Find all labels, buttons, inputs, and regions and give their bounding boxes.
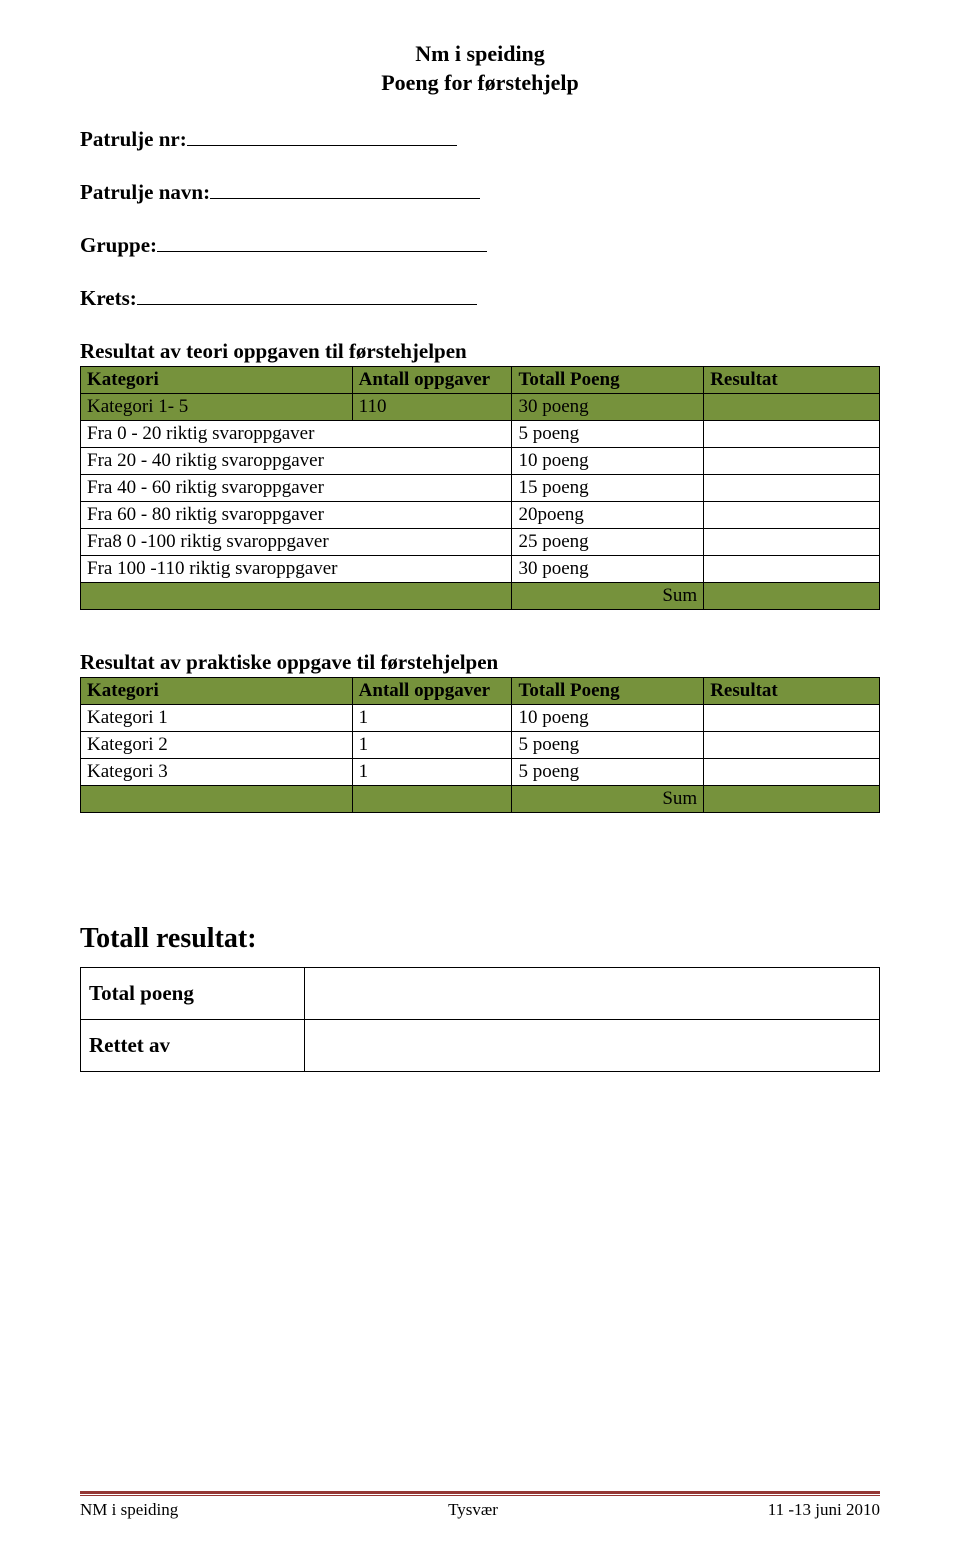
table2-header-row: Kategori Antall oppgaver Totall Poeng Re…: [81, 678, 880, 705]
table1-header-row: Kategori Antall oppgaver Totall Poeng Re…: [81, 367, 880, 394]
t1r0-cat: Fra 0 - 20 riktig svaroppgaver: [81, 421, 512, 448]
t1r2-res: [704, 475, 880, 502]
totals-label-2: Rettet av: [81, 1020, 305, 1072]
table1-main-res: [704, 394, 880, 421]
patrulje-nr-label: Patrulje nr:: [80, 127, 187, 151]
t2r1-res: [704, 732, 880, 759]
table2-sum-row: Sum: [81, 786, 880, 813]
table1-heading: Resultat av teori oppgaven til førstehje…: [80, 339, 880, 364]
table2: Kategori Antall oppgaver Totall Poeng Re…: [80, 677, 880, 813]
title-line2: Poeng for førstehjelp: [80, 69, 880, 98]
footer-right: 11 -13 juni 2010: [768, 1500, 880, 1520]
krets-label: Krets:: [80, 286, 137, 310]
t2r2-pts: 5 poeng: [512, 759, 704, 786]
table2-h2: Antall oppgaver: [352, 678, 512, 705]
t1r2-pts: 15 poeng: [512, 475, 704, 502]
table1-sum-row: Sum: [81, 583, 880, 610]
table1-main-num: 110: [352, 394, 512, 421]
t2r0-num: 1: [352, 705, 512, 732]
t1r4-pts: 25 poeng: [512, 529, 704, 556]
patrulje-navn-blank: [210, 178, 480, 199]
table-row: Fra 100 -110 riktig svaroppgaver 30 poen…: [81, 556, 880, 583]
totals-label-1: Total poeng: [81, 968, 305, 1020]
totals-row-1: Total poeng: [81, 968, 880, 1020]
t1-sum-blank1: [81, 583, 512, 610]
t1r1-pts: 10 poeng: [512, 448, 704, 475]
t1-sum-label: Sum: [512, 583, 704, 610]
t2r0-cat: Kategori 1: [81, 705, 353, 732]
totals-value-1: [304, 968, 879, 1020]
t2r0-res: [704, 705, 880, 732]
patrulje-nr-blank: [187, 125, 457, 146]
footer-left: NM i speiding: [80, 1500, 178, 1520]
gruppe-label: Gruppe:: [80, 233, 157, 257]
t2r2-cat: Kategori 3: [81, 759, 353, 786]
footer-rule-thick: [80, 1491, 880, 1494]
table-row: Kategori 3 1 5 poeng: [81, 759, 880, 786]
title-block: Nm i speiding Poeng for førstehjelp: [80, 40, 880, 97]
table1-main-cat: Kategori 1- 5: [81, 394, 353, 421]
t1r0-pts: 5 poeng: [512, 421, 704, 448]
table-row: Kategori 2 1 5 poeng: [81, 732, 880, 759]
table1-main-pts: 30 poeng: [512, 394, 704, 421]
totals-table: Total poeng Rettet av: [80, 967, 880, 1072]
table-row: Fra 60 - 80 riktig svaroppgaver 20poeng: [81, 502, 880, 529]
field-patrulje-nr: Patrulje nr:: [80, 125, 880, 152]
table1-h3: Totall Poeng: [512, 367, 704, 394]
patrulje-navn-label: Patrulje navn:: [80, 180, 210, 204]
table-row: Fra 20 - 40 riktig svaroppgaver 10 poeng: [81, 448, 880, 475]
table1-h2: Antall oppgaver: [352, 367, 512, 394]
totals-value-2: [304, 1020, 879, 1072]
field-krets: Krets:: [80, 284, 880, 311]
table2-h4: Resultat: [704, 678, 880, 705]
table1-h4: Resultat: [704, 367, 880, 394]
t2r0-pts: 10 poeng: [512, 705, 704, 732]
t1-sum-res: [704, 583, 880, 610]
t1r3-cat: Fra 60 - 80 riktig svaroppgaver: [81, 502, 512, 529]
table1-h1: Kategori: [81, 367, 353, 394]
table1-main-row: Kategori 1- 5 110 30 poeng: [81, 394, 880, 421]
t1r5-res: [704, 556, 880, 583]
t1r3-pts: 20poeng: [512, 502, 704, 529]
t1r1-cat: Fra 20 - 40 riktig svaroppgaver: [81, 448, 512, 475]
gruppe-blank: [157, 231, 487, 252]
table2-heading: Resultat av praktiske oppgave til første…: [80, 650, 880, 675]
field-gruppe: Gruppe:: [80, 231, 880, 258]
t1r2-cat: Fra 40 - 60 riktig svaroppgaver: [81, 475, 512, 502]
t2-sum-blank2: [352, 786, 512, 813]
title-line1: Nm i speiding: [80, 40, 880, 69]
t2r1-cat: Kategori 2: [81, 732, 353, 759]
t2-sum-label: Sum: [512, 786, 704, 813]
t2r2-num: 1: [352, 759, 512, 786]
table2-h1: Kategori: [81, 678, 353, 705]
totals-row-2: Rettet av: [81, 1020, 880, 1072]
krets-blank: [137, 284, 477, 305]
t1r0-res: [704, 421, 880, 448]
t1r1-res: [704, 448, 880, 475]
footer-center: Tysvær: [448, 1500, 498, 1520]
t2r1-num: 1: [352, 732, 512, 759]
footer-row: NM i speiding Tysvær 11 -13 juni 2010: [80, 1500, 880, 1520]
t1r5-pts: 30 poeng: [512, 556, 704, 583]
field-patrulje-navn: Patrulje navn:: [80, 178, 880, 205]
table-row: Fra 0 - 20 riktig svaroppgaver 5 poeng: [81, 421, 880, 448]
totals-heading: Totall resultat:: [80, 923, 880, 955]
table-row: Fra 40 - 60 riktig svaroppgaver 15 poeng: [81, 475, 880, 502]
table1: Kategori Antall oppgaver Totall Poeng Re…: [80, 366, 880, 610]
footer: NM i speiding Tysvær 11 -13 juni 2010: [80, 1491, 880, 1520]
t1r3-res: [704, 502, 880, 529]
footer-rule-thin: [80, 1495, 880, 1496]
t2r2-res: [704, 759, 880, 786]
t1r5-cat: Fra 100 -110 riktig svaroppgaver: [81, 556, 512, 583]
t1r4-cat: Fra8 0 -100 riktig svaroppgaver: [81, 529, 512, 556]
table-row: Fra8 0 -100 riktig svaroppgaver 25 poeng: [81, 529, 880, 556]
table2-h3: Totall Poeng: [512, 678, 704, 705]
t2-sum-blank1: [81, 786, 353, 813]
table-row: Kategori 1 1 10 poeng: [81, 705, 880, 732]
t2-sum-res: [704, 786, 880, 813]
t1r4-res: [704, 529, 880, 556]
t2r1-pts: 5 poeng: [512, 732, 704, 759]
